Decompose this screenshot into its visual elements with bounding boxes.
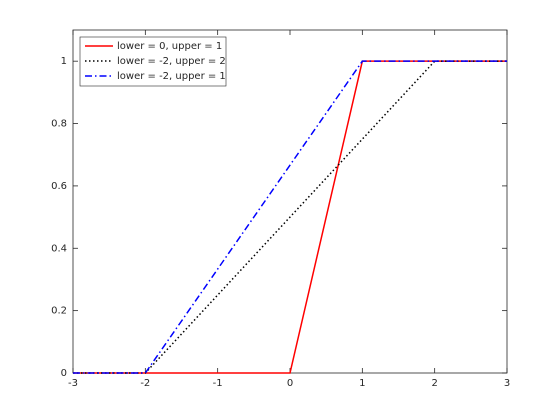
y-tick-label: 0.8 <box>51 119 67 130</box>
x-tick-label: 2 <box>431 378 437 389</box>
legend-box <box>79 36 227 87</box>
x-tick-label: 1 <box>359 378 365 389</box>
x-tick-label: -3 <box>68 378 78 389</box>
series-line <box>73 60 507 374</box>
x-tick-label: 3 <box>504 378 510 389</box>
series-line <box>73 60 507 374</box>
y-tick-label: 0 <box>61 368 67 379</box>
legend-label: lower = 0, upper = 1 <box>117 41 222 52</box>
x-tick-label: -2 <box>140 378 150 389</box>
x-tick-label: -1 <box>213 378 223 389</box>
x-tick-label: 0 <box>287 378 293 389</box>
legend-label: lower = -2, upper = 2 <box>117 56 226 67</box>
y-tick-label: 0.2 <box>51 306 67 317</box>
y-tick-label: 0.6 <box>51 181 67 192</box>
legend-label: lower = -2, upper = 1 <box>117 71 226 82</box>
plot-area <box>72 29 508 374</box>
y-tick-label: 0.4 <box>51 243 67 254</box>
y-tick-label: 1 <box>61 56 67 67</box>
